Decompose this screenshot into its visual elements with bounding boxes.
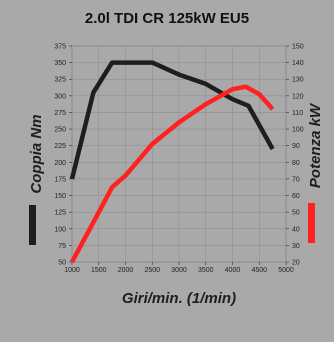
- y-right-tick-label: 40: [292, 226, 300, 233]
- power-series-line: [70, 84, 275, 264]
- y-right-tick-label: 100: [292, 127, 304, 134]
- y-right-tick-label: 50: [292, 210, 300, 217]
- y-right-tick-label: 120: [292, 93, 304, 100]
- series-lines: [69, 60, 275, 264]
- y-left-tick-label: 150: [54, 193, 66, 200]
- y-left-tick-label: 250: [54, 127, 66, 134]
- y-left-tick-label: 325: [54, 77, 66, 84]
- y-right-tick-label: 80: [292, 160, 300, 167]
- x-tick-label: 2500: [144, 267, 160, 274]
- y-left-tick-label: 275: [54, 110, 66, 117]
- x-axis-ticks: 1000 1500 2000 2500 3000 3500 4000 4500 5000: [64, 262, 294, 274]
- x-axis-title: Giri/min. (1/min): [122, 290, 236, 307]
- y-left-tick-label: 125: [54, 210, 66, 217]
- right-axis-ticks: 20 30 40 50 60 70 80 90 100 110 120 130 140 150: [286, 44, 304, 267]
- y-left-tick-label: 175: [54, 176, 66, 183]
- y-left-tick-label: 50: [58, 260, 66, 267]
- grid: [71, 45, 287, 263]
- y-right-tick-label: 130: [292, 77, 304, 84]
- x-tick-label: 4500: [251, 267, 267, 274]
- left-axis-ticks: 50 75 100 125 150 175 200 225 250 275 300 325 350 375: [54, 44, 72, 267]
- y-right-tick-label: 90: [292, 143, 300, 150]
- y-right-tick-label: 20: [292, 260, 300, 267]
- y-right-tick-label: 140: [292, 60, 304, 67]
- y-left-tick-label: 75: [58, 243, 66, 250]
- y-left-tick-label: 200: [54, 160, 66, 167]
- y-right-tick-label: 60: [292, 193, 300, 200]
- x-tick-label: 3000: [171, 267, 187, 274]
- y-right-tick-label: 110: [292, 110, 303, 117]
- y-right-tick-label: 70: [292, 176, 300, 183]
- power-legend-swatch: [308, 203, 315, 243]
- y-right-axis-title: Potenza kW: [307, 102, 324, 188]
- y-left-tick-label: 350: [54, 60, 66, 67]
- y-left-tick-label: 100: [54, 226, 66, 233]
- y-left-axis-title: Coppia Nm: [28, 114, 45, 193]
- x-tick-label: 1000: [64, 267, 80, 274]
- y-left-tick-label: 375: [54, 44, 66, 51]
- chart-title: 2.0l TDI CR 125kW EU5: [85, 10, 249, 27]
- y-left-tick-label: 300: [54, 93, 66, 100]
- x-tick-label: 5000: [278, 267, 294, 274]
- torque-series-line: [69, 60, 275, 180]
- x-tick-label: 2000: [118, 267, 134, 274]
- x-tick-label: 1500: [91, 267, 107, 274]
- y-right-tick-label: 150: [292, 44, 304, 51]
- y-left-tick-label: 225: [54, 143, 66, 150]
- y-right-tick-label: 30: [292, 243, 300, 250]
- x-tick-label: 3500: [198, 267, 214, 274]
- x-tick-label: 4000: [225, 267, 241, 274]
- torque-legend-swatch: [29, 205, 36, 245]
